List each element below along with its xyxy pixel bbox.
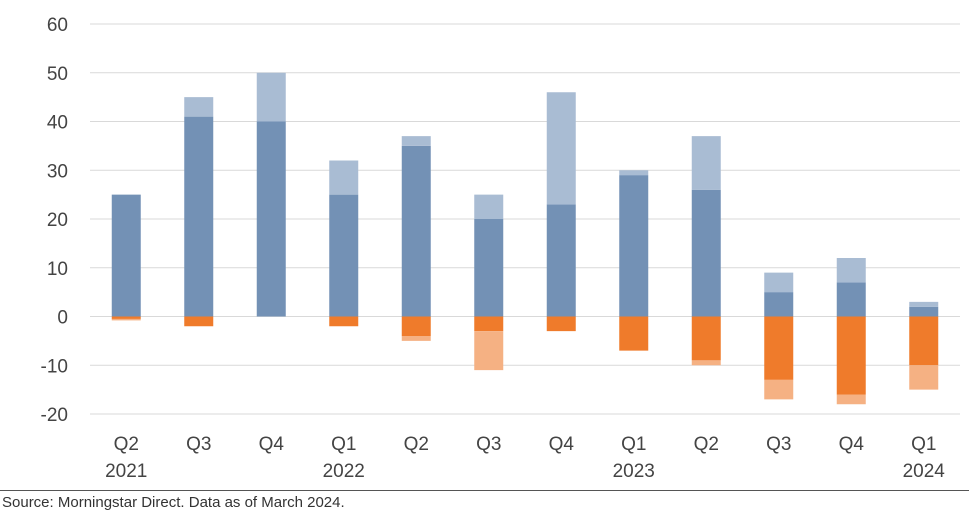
bar-segment-series-1: [619, 175, 649, 317]
x-year-label: 2021: [105, 461, 147, 482]
y-tick-label: 0: [57, 308, 68, 329]
y-tick-label: 60: [47, 15, 68, 36]
bar-segment-series-2: [691, 136, 721, 190]
y-tick-label: 20: [47, 210, 68, 231]
bar-segment-series-2: [401, 136, 431, 146]
x-tick-label: Q4: [259, 434, 285, 455]
x-tick-label: Q3: [476, 434, 501, 455]
bar-segment-series-1: [546, 204, 576, 317]
x-tick-label: Q2: [694, 434, 719, 455]
bar-segment-series-2: [836, 258, 866, 283]
bar-segment-series-4: [764, 379, 794, 400]
source-note: Source: Morningstar Direct. Data as of M…: [2, 494, 345, 511]
bar-segment-series-1: [329, 194, 359, 317]
bar-segment-series-1: [764, 292, 794, 317]
x-tick-label: Q1: [331, 434, 356, 455]
x-tick-label: Q3: [186, 434, 211, 455]
bar-chart: 60 50 40 30 20 10 0 -10 -20 Q2 2021 Q3 Q4 Q1 2022 Q2 Q3…: [41, 15, 960, 482]
bar-segment-series-1: [691, 189, 721, 317]
x-tick-label: Q4: [549, 434, 575, 455]
bar-segment-series-3: [184, 316, 214, 327]
y-axis: 60 50 40 30 20 10 0 -10 -20: [41, 15, 68, 426]
bar-segment-series-3: [401, 316, 431, 336]
bar-segment-series-2: [909, 301, 939, 307]
y-tick-label: -20: [41, 405, 68, 426]
y-tick-label: 30: [47, 161, 68, 182]
bar-segment-series-2: [256, 72, 286, 122]
gridlines: [90, 23, 960, 415]
bar-segment-series-2: [764, 272, 794, 293]
bar-segment-series-2: [619, 170, 649, 176]
bar-segment-series-4: [111, 318, 141, 321]
x-tick-label: Q4: [839, 434, 865, 455]
bar-segment-series-1: [401, 145, 431, 317]
x-year-label: 2023: [613, 461, 655, 482]
bar-segment-series-3: [691, 316, 721, 361]
bar-segment-series-1: [256, 121, 286, 317]
y-tick-label: -10: [41, 356, 68, 377]
bar-segment-series-3: [546, 316, 576, 332]
bar-segment-series-4: [836, 394, 866, 405]
x-tick-label: Q2: [404, 434, 429, 455]
bar-segment-series-3: [474, 316, 504, 332]
bar-segment-series-4: [474, 331, 504, 371]
bar-segment-series-3: [836, 316, 866, 395]
source-divider: [0, 490, 969, 491]
bar-segment-series-1: [474, 219, 504, 317]
x-tick-label: Q1: [911, 434, 936, 455]
bar-segment-series-3: [111, 316, 141, 319]
bar-segment-series-2: [184, 97, 214, 117]
bar-segment-series-3: [329, 316, 359, 327]
bar-segment-series-3: [764, 316, 794, 380]
bar-segment-series-2: [474, 194, 504, 219]
bar-segment-series-1: [836, 282, 866, 317]
x-year-label: 2022: [323, 461, 365, 482]
bar-segment-series-3: [619, 316, 649, 351]
bar-segment-series-4: [691, 360, 721, 366]
x-tick-label: Q3: [766, 434, 791, 455]
bar-segment-series-2: [546, 92, 576, 205]
bar-segment-series-1: [111, 194, 141, 317]
bar-segment-series-1: [184, 116, 214, 317]
x-tick-label: Q1: [621, 434, 646, 455]
bar-segment-series-1: [909, 306, 939, 317]
bar-segment-series-3: [909, 316, 939, 366]
x-year-label: 2024: [903, 461, 946, 482]
x-axis: Q2 2021 Q3 Q4 Q1 2022 Q2 Q3 Q4 Q1 2023 Q2 Q3 Q4 Q1 2024: [105, 434, 945, 482]
bars: [111, 72, 939, 405]
bar-segment-series-2: [329, 160, 359, 195]
y-tick-label: 40: [47, 113, 68, 134]
y-tick-label: 50: [47, 64, 68, 85]
x-tick-label: Q2: [114, 434, 139, 455]
bar-segment-series-4: [401, 336, 431, 341]
y-tick-label: 10: [47, 259, 68, 280]
bar-segment-series-4: [909, 365, 939, 390]
